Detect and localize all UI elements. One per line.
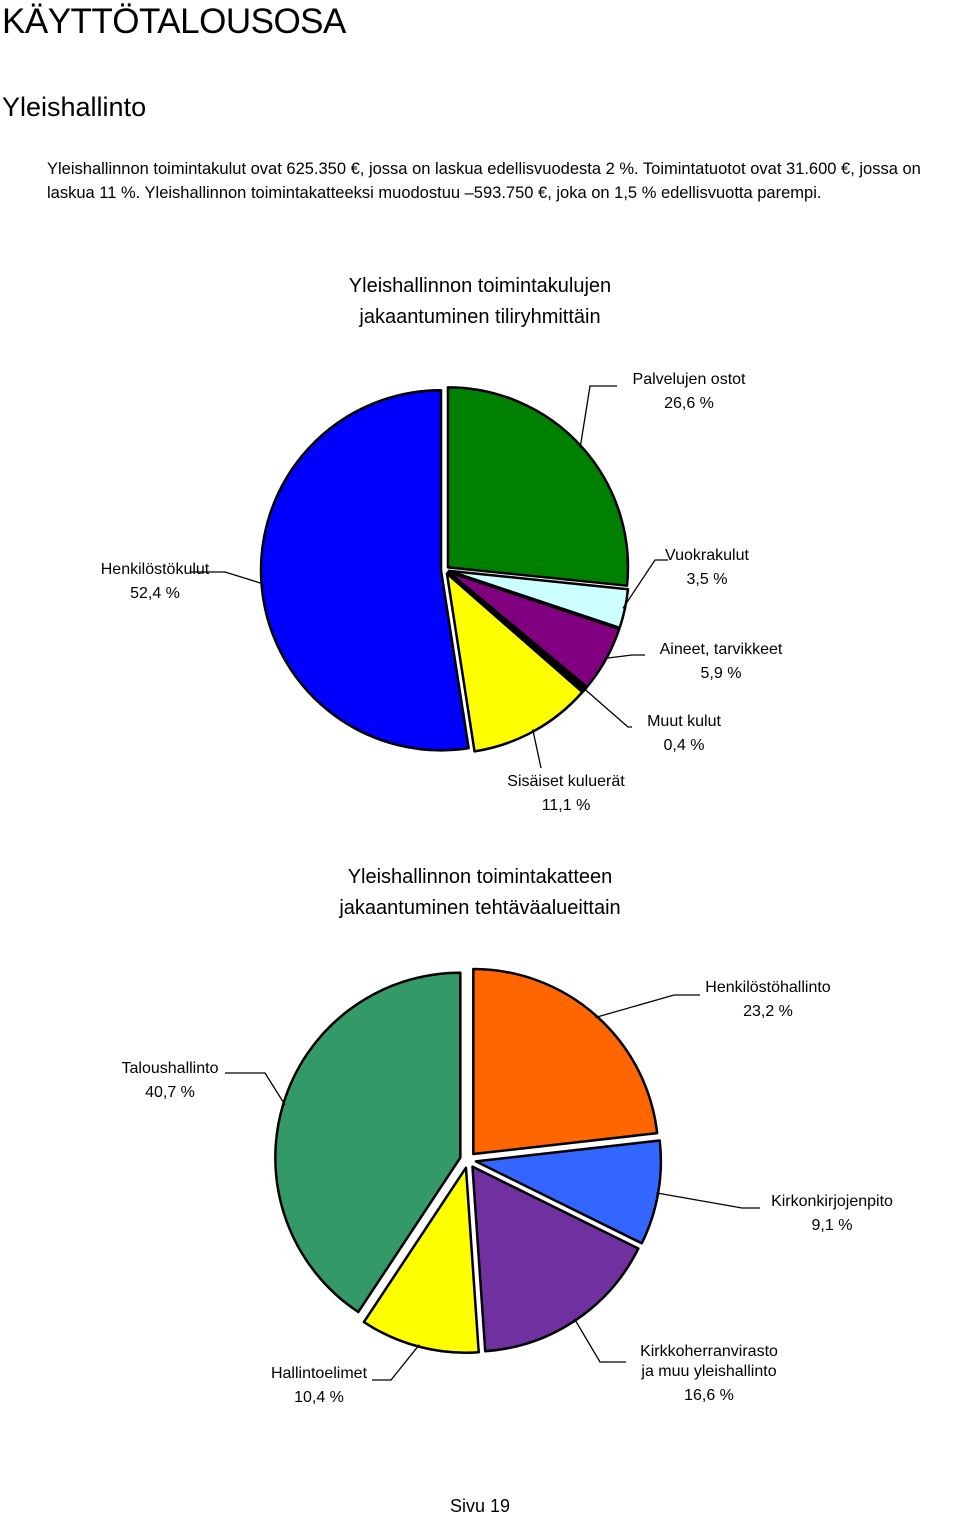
leader-line-henkilostokulut	[190, 571, 264, 585]
pie-slice-henkilostohallinto	[472, 967, 659, 1156]
leader-line-kirkonkirjojenpito	[656, 1192, 760, 1209]
slice-value-label: 11,1 %	[542, 797, 591, 814]
margin-pie-chart: Henkilöstöhallinto 23,2 % Kirkonkirjojenpi…	[122, 967, 893, 1406]
slice-category-label: Henkilöstökulut	[101, 561, 210, 578]
page-number: Sivu 19	[449, 1496, 511, 1516]
chart-title-costs-line-1: Yleishallinnon toimintakulujen	[348, 275, 612, 297]
slice-category-label: Aineet, tarvikkeet	[660, 641, 783, 658]
slice-label-taloushallinto: Taloushallinto 40,7 %	[122, 1060, 219, 1101]
slice-label-vuokrakulut: Vuokrakulut 3,5 %	[665, 547, 749, 588]
chart-title-margin-line-2: jakaantuminen tehtäväalueittain	[339, 897, 621, 919]
slice-category-label: Palvelujen ostot	[633, 371, 747, 388]
slice-label-kirkonkirjojenpito: Kirkonkirjojenpito 9,1 %	[771, 1193, 893, 1234]
chart-title-costs: Yleishallinnon toimintakulujen jakaantum…	[0, 271, 960, 333]
slice-value-label: 26,6 %	[664, 395, 714, 412]
slice-category-label: Hallintoelimet	[271, 1365, 368, 1382]
leader-line-palvelujen-ostot	[579, 385, 617, 449]
pie-slice-palvelujen-ostot	[446, 386, 630, 587]
slice-category-label: Muut kulut	[647, 713, 721, 730]
leader-line-henkilostohallinto	[595, 994, 700, 1019]
pie-slice-henkilostokulut	[259, 389, 470, 752]
pie-slice-taloushallinto	[274, 971, 462, 1314]
slice-value-label: 5,9 %	[701, 665, 742, 682]
slice-label-hallintoelimet: Hallintoelimet 10,4 %	[271, 1365, 368, 1406]
slice-category-label: Kirkkoherranvirasto	[640, 1343, 778, 1360]
slice-label-kirkkoherranvirasto-ja-muu-yleishallinto: Kirkkoherranvirasto ja muu yleishallinto 1…	[640, 1343, 778, 1404]
slice-value-label: 9,1 %	[812, 1217, 853, 1234]
page-heading: KÄYTTÖTALOUSOSA	[2, 2, 346, 41]
slice-category-label: Vuokrakulut	[665, 547, 749, 564]
slice-label-muut-kulut: Muut kulut 0,4 %	[647, 713, 721, 754]
section-heading: Yleishallinto	[2, 92, 147, 122]
chart-title-margin: Yleishallinnon toimintakatteen jakaantum…	[0, 862, 960, 924]
leader-line-muut-kulut	[583, 687, 632, 728]
slice-value-label: 52,4 %	[130, 585, 180, 602]
leader-line-sisaiset-kuluerat	[532, 729, 542, 769]
leader-line-hallintoelimet	[372, 1344, 420, 1381]
leader-line-taloushallinto	[225, 1072, 286, 1106]
slice-category-label: Kirkonkirjojenpito	[771, 1193, 893, 1210]
slice-category-label: Sisäiset kuluerät	[507, 773, 625, 790]
costs-pie-chart: Palvelujen ostot 26,6 % Vuokrakulut 3,5 % Ai…	[101, 371, 783, 814]
slice-category-label: ja muu yleishallinto	[640, 1363, 776, 1380]
slice-value-label: 3,5 %	[687, 571, 728, 588]
slice-value-label: 40,7 %	[145, 1084, 195, 1101]
slice-label-henkilostokulut: Henkilöstökulut 52,4 %	[101, 561, 210, 602]
slice-label-henkilostohallinto: Henkilöstöhallinto 23,2 %	[705, 979, 831, 1020]
slice-label-aineet-tarvikkeet: Aineet, tarvikkeet 5,9 %	[660, 641, 783, 682]
slice-value-label: 10,4 %	[294, 1389, 344, 1406]
leader-line-kirkkoherranvirasto-ja-muu-yleishallinto	[573, 1318, 626, 1363]
chart-title-costs-line-2: jakaantuminen tiliryhmittäin	[359, 306, 601, 328]
slice-value-label: 0,4 %	[664, 737, 705, 754]
slice-label-palvelujen-ostot: Palvelujen ostot 26,6 %	[633, 371, 747, 412]
chart-title-margin-line-1: Yleishallinnon toimintakatteen	[347, 866, 613, 888]
slice-category-label: Henkilöstöhallinto	[705, 979, 831, 996]
slice-value-label: 16,6 %	[684, 1387, 734, 1404]
leader-line-vuokrakulut	[622, 559, 668, 609]
slice-label-sisaiset-kuluerat: Sisäiset kuluerät 11,1 %	[507, 773, 625, 814]
slice-category-label: Taloushallinto	[122, 1060, 219, 1077]
leader-line-aineet-tarvikkeet	[603, 654, 645, 660]
slice-value-label: 23,2 %	[743, 1003, 793, 1020]
intro-paragraph: Yleishallinnon toimintakulut ovat 625.35…	[47, 160, 921, 202]
pie-slice-hallintoelimet	[362, 1166, 480, 1354]
